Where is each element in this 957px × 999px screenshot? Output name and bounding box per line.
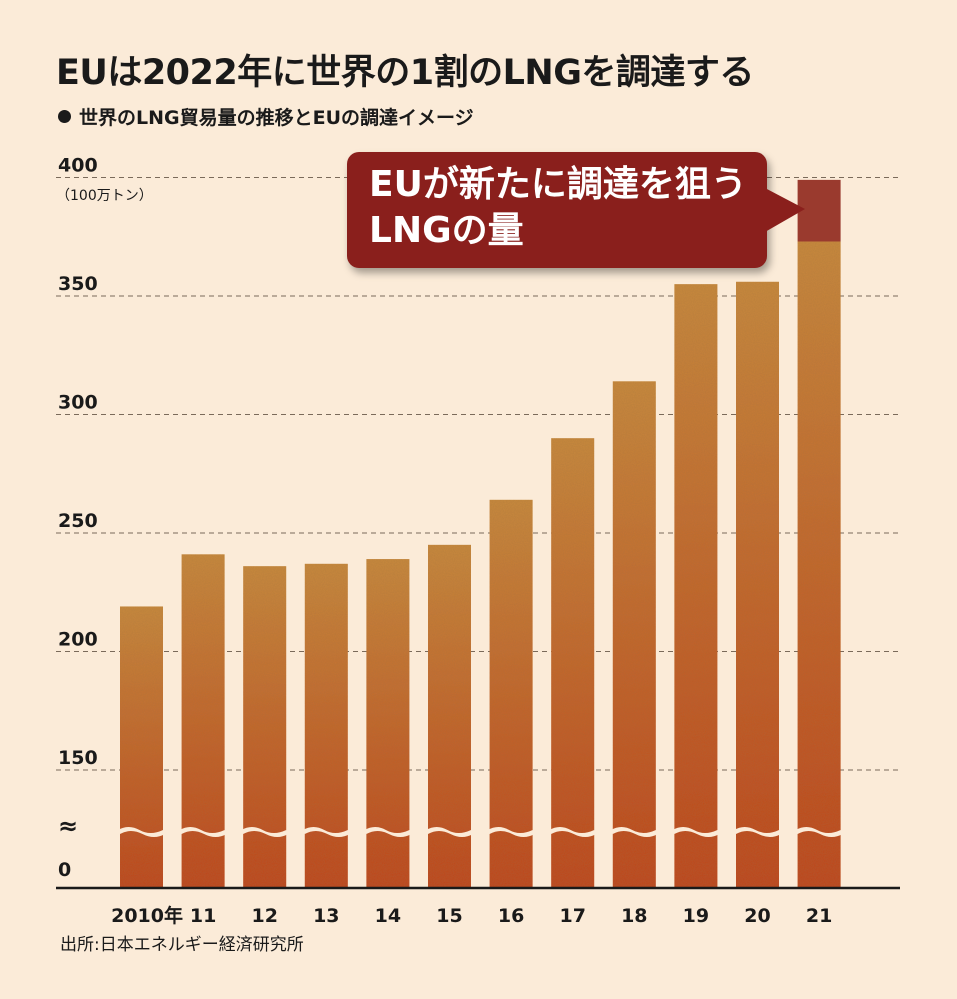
bar-13 <box>304 563 348 888</box>
y-tick-label: 350 <box>58 273 98 295</box>
y-axis-unit: （100万トン） <box>56 188 153 204</box>
x-tick-label: 13 <box>313 905 339 927</box>
x-tick-label: 14 <box>375 905 401 927</box>
bullet-icon <box>58 110 71 123</box>
axis-break-symbol: ≈ <box>58 812 78 840</box>
y-tick-label: 400 <box>58 155 98 177</box>
x-tick-label: 18 <box>621 905 647 927</box>
x-tick-labels: 2010年 11 12 13 14 15 16 17 18 19 20 21 <box>111 904 832 927</box>
x-tick-label: 20 <box>744 905 770 927</box>
y-tick-label: 0 <box>58 859 71 881</box>
axis-break-wave <box>426 827 473 837</box>
y-tick-label: 250 <box>58 510 98 532</box>
x-tick-label: 11 <box>190 905 216 927</box>
bar-14 <box>366 559 410 888</box>
axis-break-wave <box>302 827 350 837</box>
axis-break-wave <box>364 827 412 837</box>
x-tick-label: 15 <box>436 905 462 927</box>
y-tick-label: 300 <box>58 392 98 414</box>
axis-break-wave <box>734 827 781 837</box>
x-tick-label: 12 <box>251 905 277 927</box>
bar-21 <box>797 241 841 889</box>
bars-group <box>118 179 843 889</box>
axis-break-wave <box>795 827 843 837</box>
callout-text: EUが新たに調達を狙う LNGの量 <box>369 164 747 251</box>
bar-11 <box>181 554 225 888</box>
bar-12 <box>243 566 287 888</box>
chart-subtitle: 世界のLNG貿易量の推移とEUの調達イメージ <box>58 103 474 130</box>
x-tick-label: 19 <box>683 905 709 927</box>
bar-17 <box>551 438 595 888</box>
bar-2010年 <box>120 606 163 888</box>
source-note: 出所:日本エネルギー経済研究所 <box>60 935 304 955</box>
subtitle-text: 世界のLNG貿易量の推移とEUの調達イメージ <box>79 107 474 129</box>
y-tick-label: 200 <box>58 629 98 651</box>
bar-19 <box>674 284 718 888</box>
bar-20 <box>736 281 779 888</box>
eu-callout: EUが新たに調達を狙う LNGの量 <box>347 152 767 268</box>
axis-break-wave <box>118 827 165 837</box>
x-tick-label: 17 <box>559 905 585 927</box>
chart-title: EUは2022年に世界の1割のLNGを調達する <box>56 53 754 93</box>
x-tick-label: 16 <box>498 905 524 927</box>
axis-break-wave <box>549 827 597 837</box>
y-tick-label: 150 <box>58 747 98 769</box>
axis-break-wave <box>672 827 720 837</box>
axis-break-wave <box>241 827 289 837</box>
bar-16 <box>489 499 533 888</box>
bar-18 <box>612 381 656 888</box>
y-tick-labels: 0 150 200 250 300 350 400 <box>58 155 98 882</box>
x-tick-label: 2010年 <box>111 904 183 927</box>
eu-segment-bar-21 <box>797 179 841 242</box>
axis-break-wave <box>610 827 658 837</box>
x-tick-label: 21 <box>806 905 832 927</box>
axis-break-wave <box>487 827 535 837</box>
axis-break-wave <box>179 827 227 837</box>
